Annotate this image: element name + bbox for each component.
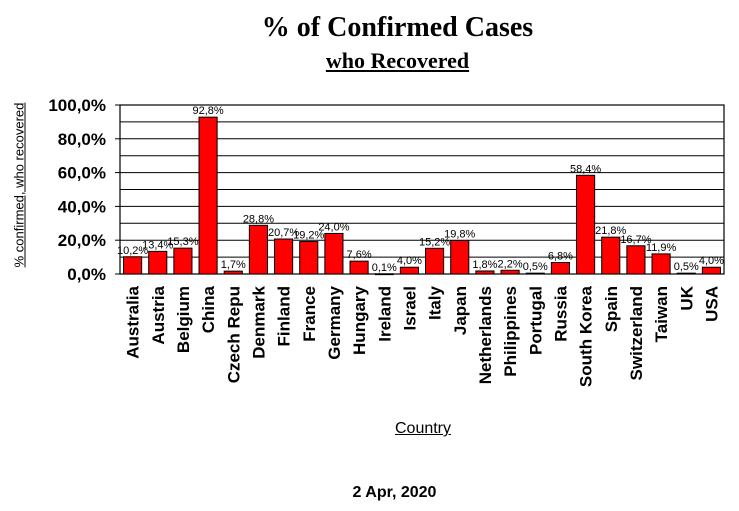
data-label: 28,8% [243,213,274,225]
x-tick-label: Czech Repu [224,286,243,383]
bar [500,269,520,275]
x-tick-label: Denmark [249,285,268,358]
data-label: 1,7% [221,259,246,271]
bar [651,253,671,275]
bar [349,260,369,275]
data-label: 7,6% [347,249,372,261]
bar [676,272,696,275]
bar [425,247,445,275]
bar [248,224,268,275]
bar [198,116,218,275]
x-tick-label: China [199,285,218,333]
bar [299,241,319,275]
bar [601,236,621,275]
data-label: 20,7% [268,227,299,239]
data-label: 4,0% [699,255,724,267]
footer-date: 2 Apr, 2020 [352,484,437,501]
data-label: 11,9% [646,242,677,254]
bar [274,238,294,275]
x-tick-label: Belgium [174,286,193,353]
bar [148,250,168,275]
data-label: 2,2% [498,258,523,270]
x-tick-label: Hungary [350,285,369,355]
y-tick-label: 60,0% [58,164,106,183]
data-label: 16,7% [620,234,651,246]
x-tick-label: Austria [149,285,168,344]
x-tick-label: Australia [124,285,143,358]
x-tick-label: Portugal [526,286,545,355]
x-tick-label: Netherlands [476,286,495,384]
bar [324,232,344,275]
y-tick-label: 80,0% [58,130,106,149]
bar [701,266,721,275]
data-label: 0,5% [674,261,699,273]
x-tick-label: Finland [275,286,294,346]
bar [223,270,243,275]
x-tick-label: Spain [602,286,621,332]
x-tick-label: Russia [551,285,570,341]
bar [550,262,570,275]
data-label: 0,1% [372,262,397,274]
chart-subtitle: who Recovered [325,48,470,73]
data-label: 15,2% [419,236,450,248]
x-tick-label: Philippines [501,286,520,377]
bar [626,245,646,275]
data-label: 4,0% [397,255,422,267]
bar [525,272,545,275]
x-tick-label: South Korea [577,285,596,387]
data-label: 19,8% [444,229,475,241]
data-label: 19,2% [293,230,324,242]
x-tick-label: UK [677,285,696,310]
data-label: 10,2% [117,245,148,257]
bar [173,247,193,275]
bar [123,256,143,275]
y-tick-label: 100,0% [48,96,106,115]
bar [374,273,394,276]
x-axis-title: Country [394,420,452,437]
data-label: 24,0% [318,221,349,233]
data-label: 92,8% [192,105,223,117]
y-tick-label: 0,0% [67,265,106,284]
x-tick-label: France [300,286,319,342]
data-label: 15,3% [167,236,198,248]
bar [450,240,470,275]
x-tick-label: Ireland [375,286,394,342]
data-label: 1,8% [472,259,497,271]
bar [576,174,596,275]
data-label: 13,4% [142,239,173,251]
chart-title: % of Confirmed Cases [261,12,534,43]
x-tick-label: Italy [426,285,445,320]
x-tick-label: Israel [400,286,419,330]
data-label: 6,8% [548,251,573,263]
x-tick-label: Taiwan [652,286,671,342]
x-tick-label: USA [702,286,721,322]
data-label: 0,5% [523,261,548,273]
bar [475,270,495,275]
data-label: 58,4% [570,163,601,175]
y-tick-label: 40,0% [58,197,106,216]
x-tick-label: Japan [451,286,470,335]
y-tick-label: 20,0% [58,231,106,250]
x-tick-label: Germany [325,285,344,359]
bar [399,266,419,275]
data-label: 21,8% [595,225,626,237]
x-tick-label: Switzerland [627,286,646,380]
